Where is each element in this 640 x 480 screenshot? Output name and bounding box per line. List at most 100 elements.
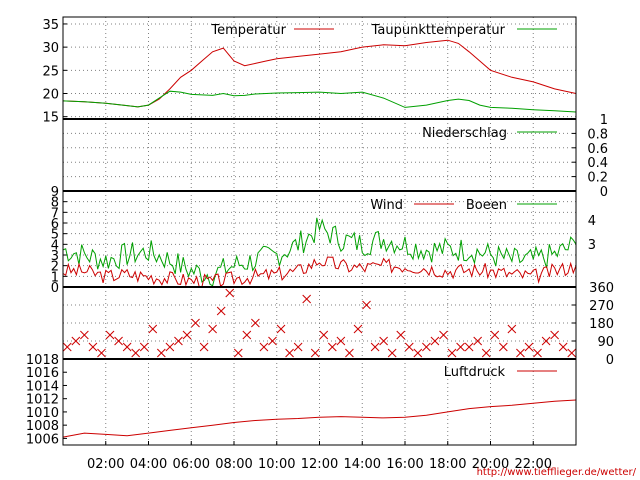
direction-point: [387, 348, 397, 358]
direction-point: [276, 324, 286, 334]
y-tick-label-3: 8: [51, 196, 59, 211]
direction-point: [122, 342, 132, 352]
direction-point: [319, 330, 329, 340]
legend-label-1: Temperatur: [210, 23, 286, 38]
direction-point: [490, 330, 500, 340]
direction-point: [156, 348, 166, 358]
legend-label-3: Niederschlag: [422, 126, 507, 141]
plot-frame: [62, 16, 577, 446]
y-tick-label-3: 5: [51, 228, 59, 243]
y2-tick-label-2: 0.6: [587, 142, 608, 157]
x-tick-label: 10:00: [258, 457, 295, 472]
direction-point: [174, 336, 183, 346]
direction-point: [62, 342, 72, 352]
y-tick-label-5: 1010: [26, 406, 59, 421]
y-tick-label-3: 1: [51, 270, 59, 285]
y2-tick-label-3: 4: [588, 214, 596, 229]
dewpoint-line: [62, 90, 577, 113]
legend-label-4: Wind: [370, 198, 403, 213]
direction-point: [233, 348, 243, 358]
y-tick-label-1: 30: [42, 41, 59, 56]
y-tick-label-3: 7: [51, 206, 59, 221]
y-tick-label-1: 15: [42, 111, 59, 126]
y-tick-label-3: 2: [51, 260, 59, 275]
y-tick-label-3: 6: [51, 217, 59, 232]
wind-line: [62, 256, 577, 288]
direction-point: [362, 300, 371, 310]
direction-point: [251, 318, 260, 328]
direction-point: [558, 342, 568, 352]
y2-tick-label-4: 180: [589, 317, 614, 332]
direction-point: [139, 342, 149, 352]
direction-point: [165, 342, 175, 352]
y2-tick-label-4: 270: [589, 299, 614, 314]
direction-point: [524, 342, 534, 352]
direction-point: [131, 348, 141, 358]
direction-point: [97, 348, 106, 358]
direction-point: [182, 330, 192, 340]
legend-label-5: Boeen: [466, 198, 507, 213]
y2-tick-label-2: 0: [600, 185, 608, 200]
x-tick-label: 02:00: [87, 457, 124, 472]
x-tick-label: 16:00: [386, 457, 423, 472]
direction-point: [447, 348, 457, 358]
direction-point: [88, 342, 98, 352]
direction-point: [550, 330, 559, 340]
direction-point: [396, 330, 406, 340]
direction-point: [379, 336, 388, 346]
direction-point: [105, 330, 115, 340]
direction-point: [498, 342, 508, 352]
y-tick-label-5: 1008: [26, 419, 59, 434]
x-tick-label: 08:00: [215, 457, 252, 472]
x-tick-label: 22:00: [515, 457, 552, 472]
direction-point: [191, 318, 200, 328]
direction-point: [336, 336, 346, 346]
pressure-line: [62, 399, 577, 438]
direction-point: [310, 348, 320, 358]
y-tick-label-1: 20: [42, 88, 59, 103]
y-tick-label-5: 1014: [26, 379, 59, 394]
legend-label-6: Luftdruck: [444, 365, 506, 380]
y2-tick-label-4: 360: [589, 281, 614, 296]
y2-tick-label-2: 0.8: [587, 127, 608, 142]
direction-point: [71, 336, 81, 346]
y-tick-label-5: 1012: [26, 393, 59, 408]
direction-point: [430, 336, 440, 346]
direction-point: [533, 348, 542, 358]
direction-point: [456, 342, 465, 352]
x-tick-label: 04:00: [130, 457, 167, 472]
direction-point: [404, 342, 414, 352]
y-tick-label-5: 1016: [26, 366, 59, 381]
y-tick-label-3: 9: [51, 185, 59, 200]
direction-point: [327, 342, 337, 352]
direction-point: [148, 324, 158, 334]
x-tick-label: 20:00: [472, 457, 509, 472]
direction-point: [353, 324, 363, 334]
direction-point: [507, 324, 517, 334]
y2-tick-label-2: 0.2: [587, 171, 608, 186]
y-tick-label-1: 25: [42, 64, 59, 79]
legend-label-2: Taupunkttemperatur: [371, 23, 506, 38]
y2-tick-label-2: 1: [600, 113, 608, 128]
direction-point: [293, 342, 303, 352]
direction-point: [259, 342, 269, 352]
direction-point: [216, 306, 226, 316]
direction-point: [208, 324, 217, 334]
direction-point: [114, 336, 123, 346]
direction-point: [268, 336, 277, 346]
x-tick-label: 18:00: [429, 457, 466, 472]
direction-point: [422, 342, 431, 352]
direction-point: [481, 348, 491, 358]
direction-point: [541, 336, 551, 346]
y-tick-label-1: 35: [42, 18, 59, 33]
gust-line: [62, 217, 577, 287]
direction-point: [516, 348, 525, 358]
direction-point: [242, 330, 252, 340]
direction-point: [80, 330, 89, 340]
y2-tick-label-3: 3: [588, 238, 596, 253]
source-url: http://www.tiefflieger.de/wetter/: [477, 467, 637, 478]
direction-point: [413, 348, 423, 358]
y2-tick-label-2: 0.4: [587, 156, 608, 171]
direction-point: [225, 288, 235, 298]
